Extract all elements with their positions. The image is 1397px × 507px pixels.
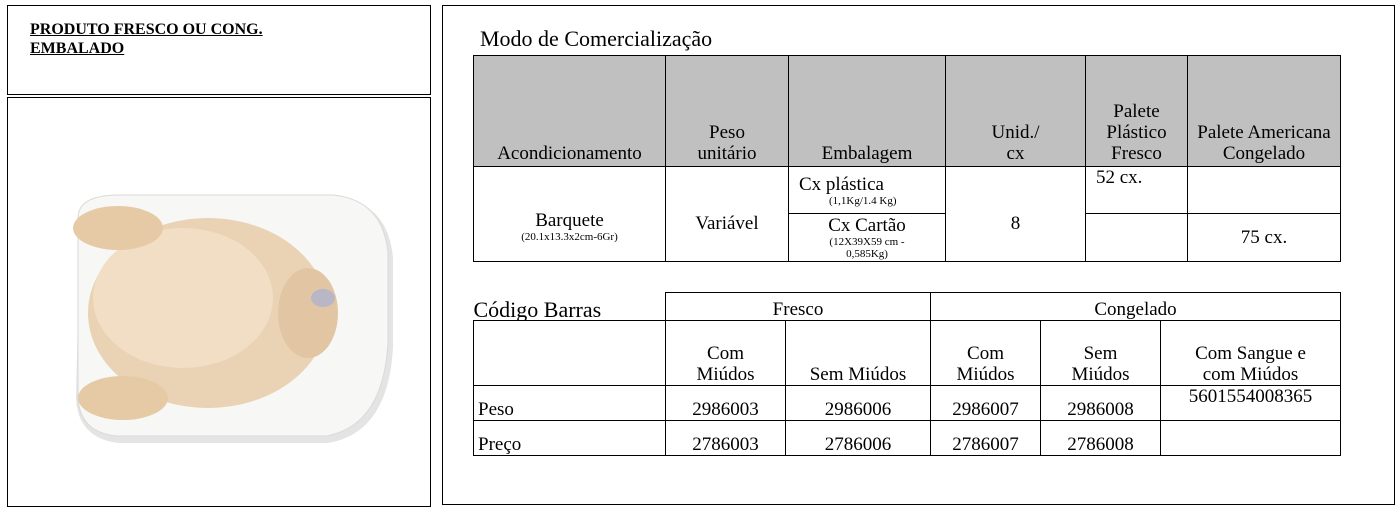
cell: 2986006 [785, 385, 931, 421]
header-text: Unid./ cx [991, 122, 1040, 164]
header-cell: Acondicionamento [473, 55, 666, 167]
barcode-table: Código Barras Fresco Congelado Com Miúdo… [473, 292, 1342, 456]
cell-note: (20.1x13.3x2cm-6Gr) [521, 230, 618, 243]
cell [473, 320, 666, 386]
cell: 75 cx. [1187, 213, 1341, 262]
chicken-detail [311, 289, 335, 307]
column-cell: Com Miúdos [930, 320, 1041, 386]
header-cell: Palete Americana Congelado [1187, 55, 1341, 167]
cell: 52 cx. [1085, 166, 1188, 214]
cell-note: (12X39X59 cm - 0,585Kg) [829, 236, 905, 260]
product-image-box [7, 97, 431, 507]
header-cell: Unid./ cx [945, 55, 1086, 167]
cell: 8 [945, 166, 1086, 262]
data-row: Peso 2986003 2986006 2986007 2986008 560… [473, 385, 1342, 421]
cell: 2786007 [930, 420, 1041, 456]
column-text: Com Sangue e com Miúdos [1195, 343, 1306, 385]
chicken-leg [78, 376, 168, 420]
header-text: Peso unitário [697, 122, 757, 164]
commercialization-table: Acondicionamento Peso unitário Embalagem… [473, 55, 1341, 262]
column-text: Sem Miúdos [1071, 343, 1130, 385]
chicken-neck [278, 268, 338, 358]
cell [1187, 166, 1341, 214]
cell: Cx plástica (1,1Kg/1.4 Kg) [788, 166, 946, 214]
column-cell: Sem Miúdos [1040, 320, 1161, 386]
body-row: Cx Cartão (12X39X59 cm - 0,585Kg) 75 cx. [474, 213, 1341, 262]
chicken-leg [73, 206, 163, 250]
column-text: Com Miúdos [956, 343, 1015, 385]
section-title: Modo de Comercialização [480, 26, 713, 51]
cell-text: Cx plástica [799, 173, 884, 195]
header-cell: Palete Plástico Fresco [1085, 55, 1188, 167]
column-row: Com Miúdos Sem Miúdos Com Miúdos Sem Miú… [473, 320, 1342, 386]
cell [1159, 420, 1342, 456]
header-cell: Peso unitário [665, 55, 789, 167]
cell: 5601554008365 [1159, 385, 1342, 421]
cell: 2986008 [1040, 385, 1161, 421]
column-cell: Sem Miúdos [785, 320, 931, 386]
cell: 2786006 [785, 420, 931, 456]
page: {"left_panel": {"title": "PRODUTO FRESCO… [7, 5, 1395, 507]
row-label: Peso [473, 385, 666, 421]
product-image [73, 194, 393, 443]
column-text: Com Miúdos [696, 343, 755, 385]
cell: 2986003 [665, 385, 786, 421]
cell: Barquete (20.1x13.3x2cm-6Gr) [473, 166, 666, 262]
cell-note: (1,1Kg/1.4 Kg) [829, 194, 897, 207]
product-title: PRODUTO FRESCO OU CONG. EMBALADO [30, 21, 263, 57]
product-title-box: PRODUTO FRESCO OU CONG. EMBALADO [7, 5, 431, 95]
cell-text: Cx Cartão [828, 215, 906, 236]
column-cell: Com Sangue e com Miúdos [1159, 320, 1342, 386]
barcode-title: Código Barras [473, 292, 666, 321]
group-cell: Congelado [929, 292, 1342, 321]
cell-text: Barquete [535, 209, 604, 231]
header-row: Acondicionamento Peso unitário Embalagem… [473, 55, 1341, 167]
group-row: Código Barras Fresco Congelado [473, 292, 1342, 321]
cell: Variável [665, 166, 789, 262]
header-cell: Embalagem [788, 55, 946, 167]
chicken-breast [93, 228, 273, 368]
cell: Cx Cartão (12X39X59 cm - 0,585Kg) [788, 213, 946, 262]
page-body: PRODUTO FRESCO OU CONG. EMBALADO Modo de… [7, 5, 1395, 507]
body-row: Barquete (20.1x13.3x2cm-6Gr) Variável Cx… [473, 166, 1341, 262]
group-cell: Fresco [665, 292, 931, 321]
cell [1085, 213, 1188, 262]
data-row: Preço 2786003 2786006 2786007 2786008 [473, 420, 1342, 456]
column-cell: Com Miúdos [665, 320, 786, 386]
row-label: Preço [473, 420, 666, 456]
cell: 2986007 [930, 385, 1041, 421]
cell: 2786003 [665, 420, 786, 456]
cell: 2786008 [1040, 420, 1161, 456]
